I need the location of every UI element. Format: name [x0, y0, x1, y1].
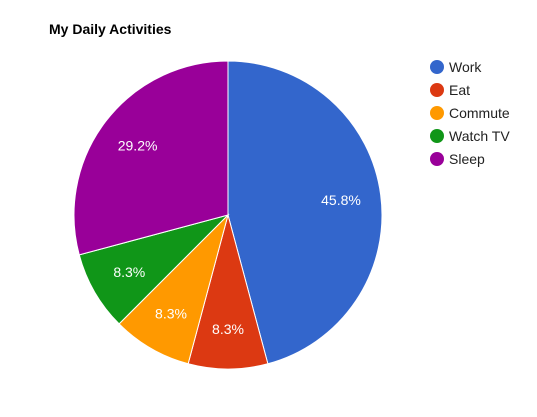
slice-label-sleep: 29.2% [118, 138, 158, 154]
legend-swatch-work [430, 60, 444, 75]
legend-item-commute[interactable]: Commute [430, 104, 510, 127]
slice-label-commute: 8.3% [155, 306, 187, 322]
pie-slice-sleep[interactable] [73, 60, 229, 256]
legend-swatch-watch-tv [430, 129, 444, 144]
legend-label-eat: Eat [449, 82, 471, 98]
chart-legend: Work Eat Commute Watch TV Sleep [430, 58, 510, 173]
pie-slices [73, 60, 383, 370]
pie-slice-work[interactable] [227, 60, 383, 365]
legend-label-work: Work [449, 59, 482, 75]
legend-item-sleep[interactable]: Sleep [430, 150, 510, 173]
legend-label-sleep: Sleep [449, 151, 485, 167]
legend-label-watch-tv: Watch TV [449, 128, 510, 144]
legend-item-eat[interactable]: Eat [430, 81, 510, 104]
legend-item-watch-tv[interactable]: Watch TV [430, 127, 510, 150]
legend-item-work[interactable]: Work [430, 58, 510, 81]
slice-label-watch-tv: 8.3% [113, 264, 145, 280]
legend-swatch-commute [430, 106, 444, 121]
slice-label-work: 45.8% [321, 192, 361, 208]
legend-swatch-eat [430, 83, 444, 98]
pie-slice-labels: 45.8% 8.3% 8.3% 8.3% 29.2% [113, 138, 360, 337]
legend-swatch-sleep [430, 152, 444, 167]
legend-label-commute: Commute [449, 105, 510, 121]
chart-title: My Daily Activities [49, 21, 172, 37]
slice-label-eat: 8.3% [212, 321, 244, 337]
